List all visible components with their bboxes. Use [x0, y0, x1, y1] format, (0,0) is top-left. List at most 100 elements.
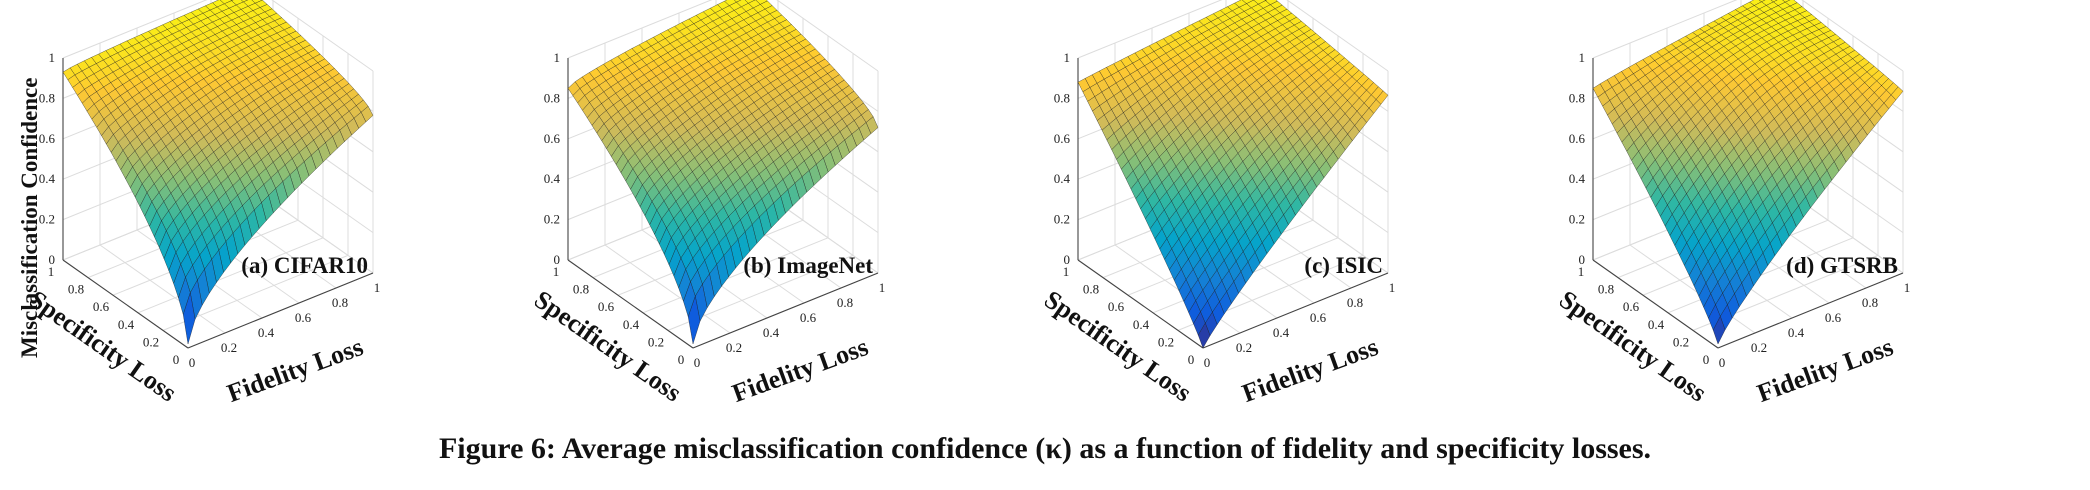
x-axis-label: Fidelity Loss [1753, 332, 1897, 408]
surface-plot-isic: 00.20.40.60.8100.20.40.60.8100.20.40.60.… [1045, 0, 1396, 408]
z-tick-label: 0.2 [544, 212, 560, 227]
grid-line [1286, 0, 1389, 72]
x-tick-label: 0.4 [763, 325, 780, 340]
x-tick-label: 0.4 [258, 325, 275, 340]
z-tick-label: 0 [49, 252, 56, 267]
y-tick-label: 0.4 [1133, 317, 1150, 332]
z-tick-label: 0.6 [39, 131, 56, 146]
surface-plot-cifar10: 00.20.40.60.8100.20.40.60.8100.20.40.60.… [30, 0, 381, 408]
grid-line [1077, 0, 1223, 59]
y-tick-label: 0 [1703, 352, 1710, 367]
surface [1592, 0, 1904, 345]
x-tick-label: 0.8 [837, 295, 853, 310]
x-tick-label: 0.2 [1236, 340, 1252, 355]
grid-line [137, 237, 324, 314]
x-tick-label: 0.4 [1788, 325, 1805, 340]
y-tick-label: 1 [1063, 264, 1070, 279]
y-tick-label: 0.8 [1083, 282, 1099, 297]
tick-labels: 00.20.40.60.8100.20.40.60.8100.20.40.60.… [544, 50, 886, 370]
grid-line [1592, 0, 1738, 59]
z-tick-label: 0.4 [544, 171, 561, 186]
x-tick-label: 1 [374, 280, 381, 295]
y-tick-label: 1 [48, 264, 55, 279]
z-tick-label: 0.6 [1054, 131, 1071, 146]
y-axis-line [567, 259, 694, 349]
grid-line [642, 237, 829, 314]
tick-labels: 00.20.40.60.8100.20.40.60.8100.20.40.60.… [39, 50, 381, 370]
grid-line [567, 0, 713, 59]
x-tick-label: 0.8 [1347, 295, 1363, 310]
x-axis-label: Fidelity Loss [728, 332, 872, 408]
z-tick-label: 1 [1579, 50, 1586, 65]
x-axis-line [692, 272, 879, 349]
y-axis-line [1592, 259, 1719, 349]
x-tick-label: 0 [694, 355, 701, 370]
surface [62, 0, 374, 345]
grid-line [271, 0, 374, 72]
y-tick-label: 0.2 [1673, 334, 1689, 349]
y-tick-label: 0.6 [1108, 299, 1125, 314]
z-tick-label: 0.8 [39, 90, 55, 105]
z-tick-label: 0 [1579, 252, 1586, 267]
tick-labels: 00.20.40.60.8100.20.40.60.8100.20.40.60.… [1054, 50, 1396, 370]
x-tick-label: 0 [1204, 355, 1211, 370]
surface-patch [182, 292, 196, 345]
surface [567, 0, 879, 345]
panel-title: (c) ISIC [1304, 253, 1383, 278]
surface-patch [733, 0, 742, 3]
z-tick-label: 1 [554, 50, 561, 65]
z-tick-label: 1 [49, 50, 56, 65]
z-tick-label: 0.2 [1569, 212, 1585, 227]
y-axis-line [1077, 259, 1204, 349]
panel-title: (d) GTSRB [1786, 253, 1898, 278]
x-tick-label: 0.6 [1825, 310, 1842, 325]
x-axis-label: Fidelity Loss [223, 332, 367, 408]
y-tick-label: 1 [1578, 264, 1585, 279]
x-tick-label: 0.6 [1310, 310, 1327, 325]
x-tick-label: 0.2 [726, 340, 742, 355]
surface-plot-gtsrb: 00.20.40.60.8100.20.40.60.8100.20.40.60.… [1560, 0, 1911, 408]
x-tick-label: 0.8 [1862, 295, 1878, 310]
panel-title: (a) CIFAR10 [241, 253, 368, 278]
y-tick-label: 0.4 [1648, 317, 1665, 332]
y-tick-label: 0.2 [143, 334, 159, 349]
grid-line [62, 0, 208, 59]
x-axis-line [1202, 272, 1389, 349]
x-tick-label: 0.4 [1273, 325, 1290, 340]
surface-plot-imagenet: 00.20.40.60.8100.20.40.60.8100.20.40.60.… [535, 0, 886, 408]
x-tick-label: 1 [879, 280, 886, 295]
y-tick-label: 0.8 [573, 282, 589, 297]
z-tick-label: 0.2 [39, 212, 55, 227]
z-tick-label: 0.6 [1569, 131, 1586, 146]
z-tick-label: 0 [554, 252, 561, 267]
x-tick-label: 1 [1904, 280, 1911, 295]
y-tick-label: 0.6 [93, 299, 110, 314]
y-tick-label: 0.4 [118, 317, 135, 332]
y-tick-label: 0.2 [1158, 334, 1174, 349]
x-tick-label: 0 [1719, 355, 1726, 370]
y-tick-label: 0 [1188, 352, 1195, 367]
x-axis-line [1717, 272, 1904, 349]
z-tick-label: 0.8 [544, 90, 560, 105]
y-tick-label: 0 [173, 352, 180, 367]
grid-line [776, 0, 879, 72]
y-axis-line [62, 259, 189, 349]
z-tick-label: 0.4 [39, 171, 56, 186]
grid-line [1629, 244, 1756, 334]
y-tick-label: 0.4 [623, 317, 640, 332]
surface [1077, 0, 1389, 349]
x-axis-label: Fidelity Loss [1238, 332, 1382, 408]
y-tick-label: 0.8 [68, 282, 84, 297]
grid-line [99, 244, 226, 334]
x-tick-label: 0.6 [800, 310, 817, 325]
grid-line [1801, 0, 1904, 72]
x-axis-line [187, 272, 374, 349]
z-tick-label: 0 [1064, 252, 1071, 267]
surface-patch [687, 295, 701, 345]
x-tick-label: 0.2 [221, 340, 237, 355]
y-tick-label: 0.6 [1623, 299, 1640, 314]
surface-patch [1758, 0, 1766, 3]
y-tick-label: 0.2 [648, 334, 664, 349]
y-tick-label: 0.8 [1598, 282, 1614, 297]
